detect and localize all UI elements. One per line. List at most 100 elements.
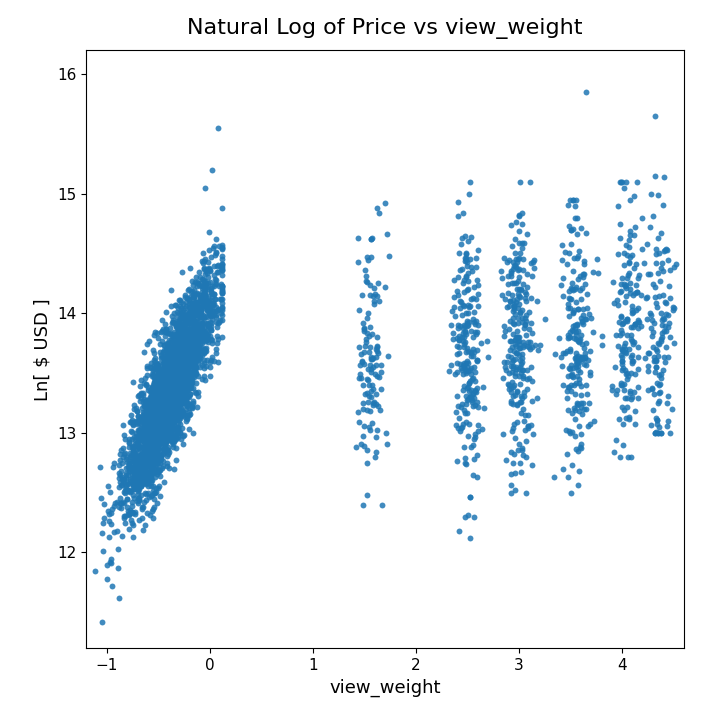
Point [156,431,168,442]
Point [156,436,167,447]
Point [507,366,518,377]
Point [462,358,474,369]
Point [562,381,574,392]
Point [148,410,160,421]
Point [145,423,157,434]
Point [628,262,639,274]
Point [173,348,184,359]
Point [191,331,202,343]
Point [163,372,175,384]
Point [180,330,192,342]
Point [186,401,198,413]
Point [125,473,136,485]
Point [457,336,469,347]
Point [461,398,472,410]
Point [160,376,171,387]
Point [130,438,141,449]
Point [159,445,171,456]
Point [153,480,165,492]
Point [509,259,521,271]
Point [186,379,197,390]
Point [174,326,185,338]
Point [616,379,627,390]
Point [579,269,590,280]
Point [511,398,523,410]
Point [128,483,140,495]
Point [621,290,632,302]
Point [142,448,153,459]
Point [148,426,159,437]
Point [151,410,163,421]
Point [134,433,145,444]
Point [626,357,637,369]
Point [180,395,192,407]
Point [459,452,471,464]
Point [570,359,581,370]
Point [644,268,655,279]
Point [177,330,189,342]
Point [175,364,186,375]
Point [176,348,188,359]
Point [197,309,208,320]
Point [158,370,170,382]
Point [613,300,624,311]
Point [153,397,164,408]
Point [153,357,164,369]
Point [516,242,528,253]
Point [139,409,150,420]
Point [361,457,373,469]
Point [456,309,467,320]
Point [184,368,195,379]
Point [173,343,184,354]
Point [171,396,182,408]
Point [626,348,638,360]
Point [205,333,217,345]
Point [361,445,373,456]
Point [164,328,176,339]
Point [212,333,223,345]
Point [183,402,194,414]
Point [151,374,163,385]
Point [186,340,198,351]
Point [513,264,525,275]
Point [454,359,466,370]
Point [129,484,140,495]
Point [192,310,203,321]
Point [135,395,146,407]
Point [144,453,156,464]
Point [189,276,201,288]
Point [156,395,168,407]
Point [200,299,212,310]
Point [159,410,171,421]
Point [653,379,665,391]
Point [197,325,209,337]
Point [127,519,139,531]
Point [130,451,142,463]
Point [460,271,472,283]
Point [131,440,143,451]
Point [521,268,533,279]
Point [181,392,193,403]
Point [147,454,158,466]
Point [160,356,171,368]
Point [555,279,567,291]
Point [175,364,186,376]
Point [157,437,168,449]
Point [151,428,163,439]
Point [163,362,175,374]
Point [135,427,146,438]
Point [146,404,158,415]
Point [176,331,187,343]
Point [155,403,166,415]
Point [146,464,158,475]
Point [172,418,184,429]
Point [136,512,148,523]
Point [526,318,537,329]
Point [567,325,579,337]
Point [197,297,209,309]
Point [148,442,160,454]
Point [198,287,210,299]
Point [136,430,148,441]
Point [509,334,521,346]
Point [132,415,143,427]
